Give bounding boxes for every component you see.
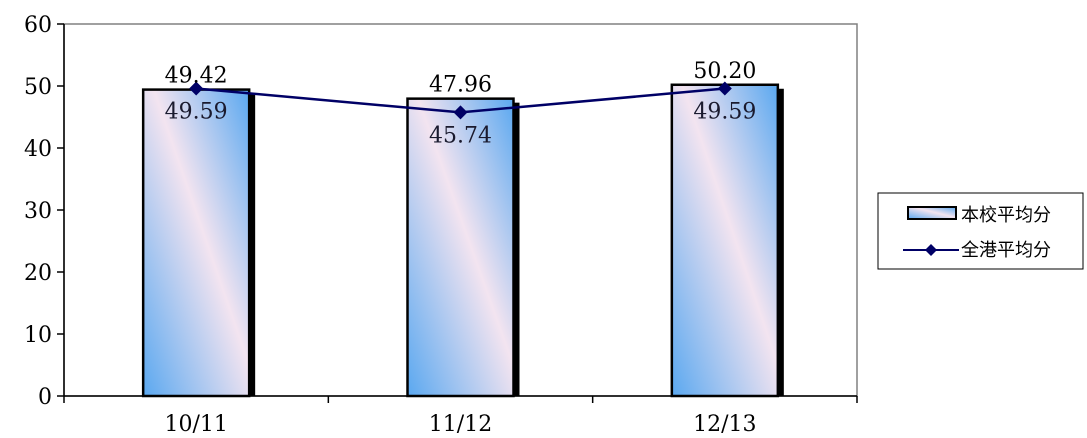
bar — [406, 97, 515, 398]
line-data-label: 45.74 — [429, 123, 492, 148]
y-tick-label: 40 — [24, 137, 52, 162]
legend-box — [877, 192, 1084, 270]
line-point-marker — [189, 81, 204, 96]
y-tick-label: 60 — [24, 13, 52, 38]
line-data-label: 49.59 — [165, 100, 228, 125]
line-point-marker — [717, 81, 732, 96]
legend: 本校平均分 全港平均分 — [877, 192, 1084, 270]
y-tick-label: 50 — [24, 75, 52, 100]
line-data-label: 49.59 — [693, 100, 756, 125]
line-layer — [189, 81, 732, 120]
bar — [141, 88, 251, 398]
y-tick-label: 20 — [24, 261, 52, 286]
axes-layer: 0 10 20 30 40 50 60 10/11 11/12 12/13 — [24, 13, 858, 437]
legend-label-school: 本校平均分 — [961, 205, 1051, 226]
y-tick-label: 0 — [38, 385, 52, 410]
legend-bar-swatch — [907, 206, 957, 220]
y-tick-label: 10 — [24, 323, 52, 348]
y-tick-label: 30 — [24, 199, 52, 224]
bar-data-label: 47.96 — [429, 73, 492, 98]
x-tick-label: 12/13 — [693, 412, 756, 437]
line-point-marker — [453, 105, 468, 120]
data-labels-layer: 49.42 47.96 50.20 49.59 45.74 49.59 — [165, 59, 757, 149]
bar-data-label: 49.42 — [165, 64, 228, 89]
legend-diamond-marker — [925, 244, 937, 256]
x-tick-label: 11/12 — [429, 412, 492, 437]
legend-label-hk: 全港平均分 — [961, 240, 1051, 261]
bar-data-label: 50.20 — [693, 59, 756, 84]
x-tick-label: 10/11 — [164, 412, 227, 437]
bar — [670, 83, 780, 398]
